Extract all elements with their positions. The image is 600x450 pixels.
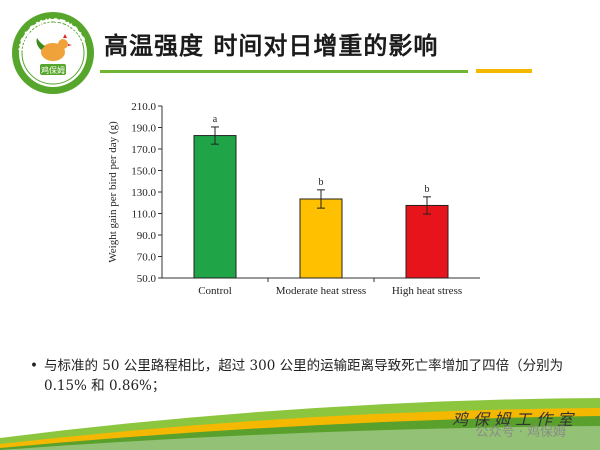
y-tick-label: 110.0: [132, 209, 157, 221]
x-tick-label: High heat stress: [392, 285, 462, 297]
bar-2: [299, 198, 343, 279]
significance-label: a: [213, 114, 218, 125]
significance-label: b: [425, 184, 430, 195]
bar-1: [193, 135, 237, 279]
bullet-point: • 与标准的 50 公里路程相比，超过 300 公里的运输距离导致死亡率增加了四…: [30, 356, 570, 396]
weight-gain-bar-chart: 50.0 70.0 90.0 110.0 130.0 150.0 170.0 190.0 210…: [107, 101, 480, 297]
significance-label: b: [319, 177, 324, 188]
title-underline-yellow: [476, 69, 532, 73]
y-tick-label: 170.0: [131, 144, 156, 156]
y-tick-label: 130.0: [131, 187, 156, 199]
title-underline-green: [100, 70, 468, 73]
y-tick-label: 90.0: [137, 230, 157, 242]
bar-3: [405, 204, 449, 279]
signature-text: 鸡保姆工作室: [451, 410, 578, 429]
bullet-dot-icon: •: [30, 358, 38, 374]
y-tick-label: 210.0: [131, 101, 156, 113]
y-tick-label: 190.0: [131, 123, 156, 135]
x-tick-label: Control: [198, 285, 232, 297]
y-tick-label: 70.0: [137, 252, 157, 264]
studio-logo: JIBAOMUSTUDIO 鸡保姆: [12, 12, 94, 94]
bullet-text: 与标准的 50 公里路程相比，超过 300 公里的运输距离导致死亡率增加了四倍（…: [44, 358, 564, 394]
bottom-wave-decoration: [0, 398, 600, 450]
svg-text:鸡保姆: 鸡保姆: [41, 65, 65, 75]
y-tick-label: 50.0: [137, 273, 157, 285]
y-tick-label: 150.0: [131, 166, 156, 178]
watermark-text: 公众号 · 鸡保姆: [475, 425, 566, 440]
slide-title: 高温强度 时间对日增重的影响: [104, 32, 439, 60]
x-tick-label: Moderate heat stress: [276, 285, 366, 297]
chicken-icon: [36, 34, 72, 61]
y-axis-label: Weight gain per bird per day (g): [107, 121, 119, 263]
